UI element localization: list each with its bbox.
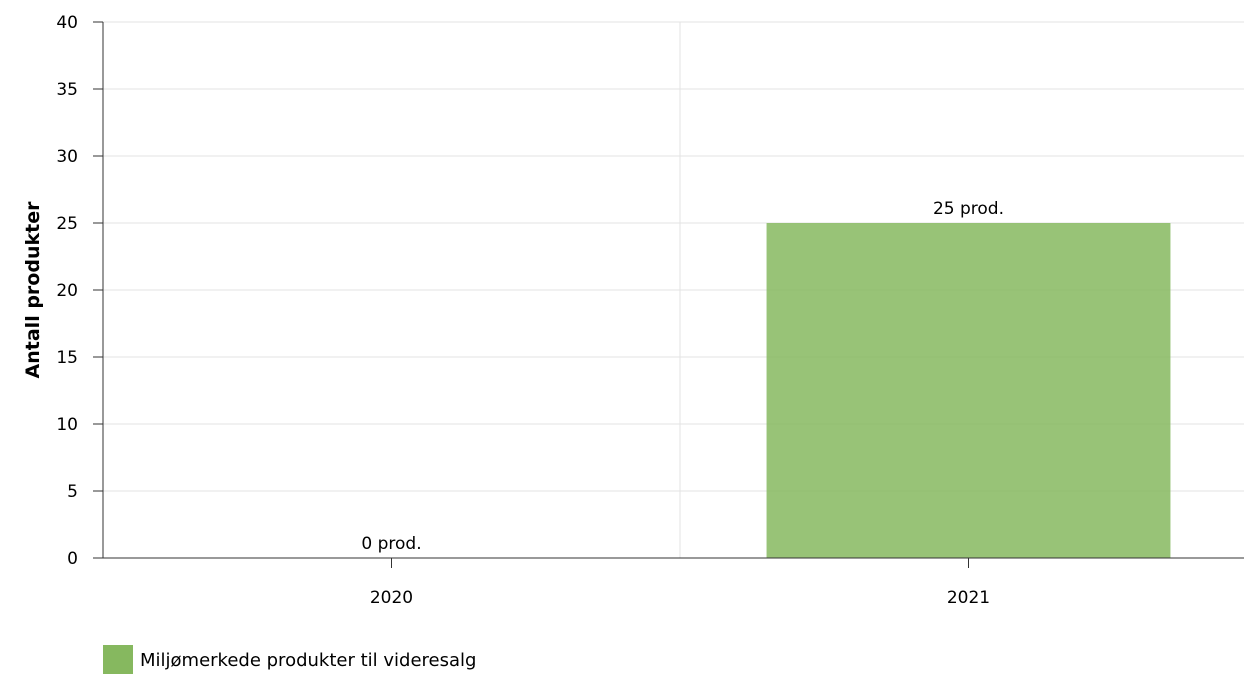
bar bbox=[766, 223, 1171, 558]
y-tick-label: 30 bbox=[56, 147, 78, 167]
data-label: 25 prod. bbox=[933, 199, 1004, 219]
gridlines bbox=[103, 21, 1244, 558]
y-tick-label: 40 bbox=[56, 13, 78, 33]
legend-label: Miljømerkede produkter til videresalg bbox=[140, 649, 477, 671]
y-tick-label: 20 bbox=[56, 281, 78, 301]
legend-swatch bbox=[103, 645, 133, 674]
bars bbox=[766, 223, 1171, 558]
y-tick-label: 25 bbox=[56, 214, 78, 234]
y-tick-label: 10 bbox=[56, 415, 78, 435]
axes bbox=[93, 21, 1244, 568]
y-tick-label: 35 bbox=[56, 80, 78, 100]
y-axis-title: Antall produkter bbox=[22, 201, 44, 379]
data-label: 0 prod. bbox=[361, 534, 421, 554]
x-tick-label: 2020 bbox=[370, 588, 413, 608]
y-tick-label: 0 bbox=[67, 549, 78, 569]
y-tick-label: 15 bbox=[56, 348, 78, 368]
legend: Miljømerkede produkter til videresalg bbox=[103, 645, 476, 674]
x-tick-label: 2021 bbox=[947, 588, 990, 608]
y-tick-label: 5 bbox=[67, 482, 78, 502]
labels: 0 5 10 15 20 25 30 35 40 0 prod. 2020 25 prod. 2021 bbox=[56, 13, 1004, 608]
